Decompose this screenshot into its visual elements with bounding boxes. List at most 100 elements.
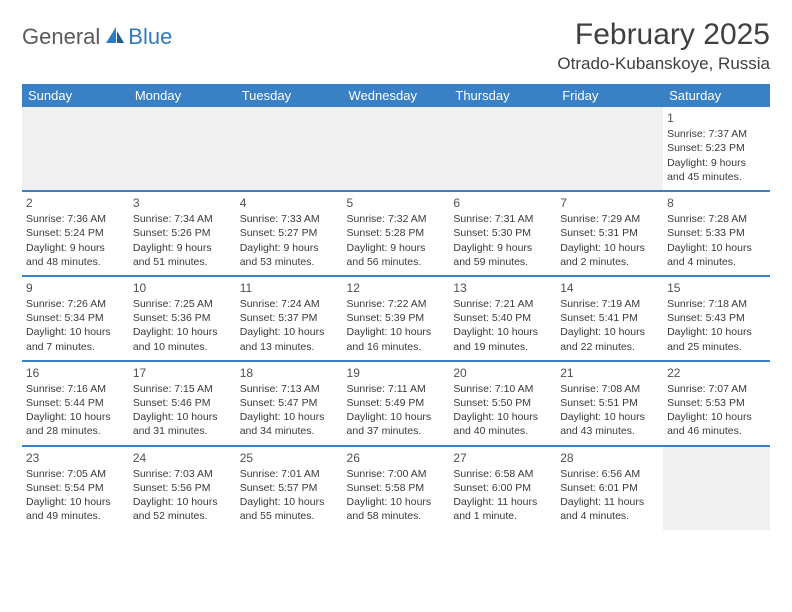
daylight-line: Daylight: 10 hours and 43 minutes. xyxy=(560,410,659,438)
day-number: 16 xyxy=(26,365,125,381)
calendar-cell: 16Sunrise: 7:16 AMSunset: 5:44 PMDayligh… xyxy=(22,361,129,446)
logo-text-blue: Blue xyxy=(128,24,172,50)
sunset-line: Sunset: 5:24 PM xyxy=(26,226,125,240)
calendar-cell: 24Sunrise: 7:03 AMSunset: 5:56 PMDayligh… xyxy=(129,446,236,530)
calendar-cell xyxy=(343,107,450,191)
logo: General Blue xyxy=(22,24,172,50)
sunset-line: Sunset: 5:47 PM xyxy=(240,396,339,410)
calendar-cell: 22Sunrise: 7:07 AMSunset: 5:53 PMDayligh… xyxy=(663,361,770,446)
sunset-line: Sunset: 5:49 PM xyxy=(347,396,446,410)
calendar-cell: 17Sunrise: 7:15 AMSunset: 5:46 PMDayligh… xyxy=(129,361,236,446)
sunset-line: Sunset: 5:58 PM xyxy=(347,481,446,495)
sunset-line: Sunset: 5:33 PM xyxy=(667,226,766,240)
daylight-line: Daylight: 9 hours and 56 minutes. xyxy=(347,241,446,269)
sunset-line: Sunset: 5:31 PM xyxy=(560,226,659,240)
calendar-table: Sunday Monday Tuesday Wednesday Thursday… xyxy=(22,84,770,530)
sunrise-line: Sunrise: 7:26 AM xyxy=(26,297,125,311)
location: Otrado-Kubanskoye, Russia xyxy=(557,54,770,74)
daylight-line: Daylight: 10 hours and 10 minutes. xyxy=(133,325,232,353)
daylight-line: Daylight: 10 hours and 46 minutes. xyxy=(667,410,766,438)
title-block: February 2025 Otrado-Kubanskoye, Russia xyxy=(557,18,770,74)
sunset-line: Sunset: 6:01 PM xyxy=(560,481,659,495)
sunrise-line: Sunrise: 7:03 AM xyxy=(133,467,232,481)
sunset-line: Sunset: 5:43 PM xyxy=(667,311,766,325)
month-title: February 2025 xyxy=(557,18,770,52)
sunrise-line: Sunrise: 6:58 AM xyxy=(453,467,552,481)
day-number: 9 xyxy=(26,280,125,296)
calendar-row: 23Sunrise: 7:05 AMSunset: 5:54 PMDayligh… xyxy=(22,446,770,530)
daylight-line: Daylight: 10 hours and 52 minutes. xyxy=(133,495,232,523)
day-number: 14 xyxy=(560,280,659,296)
day-number: 13 xyxy=(453,280,552,296)
day-number: 21 xyxy=(560,365,659,381)
sunset-line: Sunset: 5:39 PM xyxy=(347,311,446,325)
day-header-row: Sunday Monday Tuesday Wednesday Thursday… xyxy=(22,84,770,107)
sunset-line: Sunset: 5:28 PM xyxy=(347,226,446,240)
col-tuesday: Tuesday xyxy=(236,84,343,107)
sunrise-line: Sunrise: 7:05 AM xyxy=(26,467,125,481)
calendar-row: 9Sunrise: 7:26 AMSunset: 5:34 PMDaylight… xyxy=(22,276,770,361)
sunrise-line: Sunrise: 7:33 AM xyxy=(240,212,339,226)
sunrise-line: Sunrise: 7:36 AM xyxy=(26,212,125,226)
calendar-cell: 14Sunrise: 7:19 AMSunset: 5:41 PMDayligh… xyxy=(556,276,663,361)
daylight-line: Daylight: 10 hours and 37 minutes. xyxy=(347,410,446,438)
col-friday: Friday xyxy=(556,84,663,107)
calendar-cell: 13Sunrise: 7:21 AMSunset: 5:40 PMDayligh… xyxy=(449,276,556,361)
calendar-row: 1Sunrise: 7:37 AMSunset: 5:23 PMDaylight… xyxy=(22,107,770,191)
sunset-line: Sunset: 5:23 PM xyxy=(667,141,766,155)
calendar-cell xyxy=(236,107,343,191)
calendar-cell: 21Sunrise: 7:08 AMSunset: 5:51 PMDayligh… xyxy=(556,361,663,446)
calendar-cell xyxy=(556,107,663,191)
calendar-cell: 11Sunrise: 7:24 AMSunset: 5:37 PMDayligh… xyxy=(236,276,343,361)
calendar-cell: 7Sunrise: 7:29 AMSunset: 5:31 PMDaylight… xyxy=(556,191,663,276)
daylight-line: Daylight: 10 hours and 34 minutes. xyxy=(240,410,339,438)
sunrise-line: Sunrise: 7:25 AM xyxy=(133,297,232,311)
calendar-row: 16Sunrise: 7:16 AMSunset: 5:44 PM Dayligh… xyxy=(22,361,770,446)
sunrise-line: Sunrise: 7:18 AM xyxy=(667,297,766,311)
calendar-cell xyxy=(129,107,236,191)
col-sunday: Sunday xyxy=(22,84,129,107)
day-number: 10 xyxy=(133,280,232,296)
calendar-cell xyxy=(663,446,770,530)
col-thursday: Thursday xyxy=(449,84,556,107)
sunset-line: Sunset: 5:54 PM xyxy=(26,481,125,495)
sunrise-line: Sunrise: 7:31 AM xyxy=(453,212,552,226)
calendar-cell: 27Sunrise: 6:58 AMSunset: 6:00 PMDayligh… xyxy=(449,446,556,530)
day-number: 4 xyxy=(240,195,339,211)
daylight-line: Daylight: 10 hours and 4 minutes. xyxy=(667,241,766,269)
logo-text-general: General xyxy=(22,24,100,50)
calendar-cell: 9Sunrise: 7:26 AMSunset: 5:34 PMDaylight… xyxy=(22,276,129,361)
calendar-cell: 8Sunrise: 7:28 AMSunset: 5:33 PMDaylight… xyxy=(663,191,770,276)
day-number: 1 xyxy=(667,110,766,126)
sunset-line: Sunset: 5:44 PM xyxy=(26,396,125,410)
sunrise-line: Sunrise: 7:11 AM xyxy=(347,382,446,396)
calendar-cell: 4Sunrise: 7:33 AMSunset: 5:27 PMDaylight… xyxy=(236,191,343,276)
sunset-line: Sunset: 5:26 PM xyxy=(133,226,232,240)
calendar-row: 2Sunrise: 7:36 AMSunset: 5:24 PMDaylight… xyxy=(22,191,770,276)
sunrise-line: Sunrise: 7:07 AM xyxy=(667,382,766,396)
sunrise-line: Sunrise: 7:21 AM xyxy=(453,297,552,311)
sunrise-line: Sunrise: 7:08 AM xyxy=(560,382,659,396)
daylight-line: Daylight: 10 hours and 7 minutes. xyxy=(26,325,125,353)
calendar-cell: 15Sunrise: 7:18 AMSunset: 5:43 PMDayligh… xyxy=(663,276,770,361)
day-number: 19 xyxy=(347,365,446,381)
daylight-line: Daylight: 10 hours and 25 minutes. xyxy=(667,325,766,353)
daylight-line: Daylight: 9 hours and 48 minutes. xyxy=(26,241,125,269)
sunrise-line: Sunrise: 7:32 AM xyxy=(347,212,446,226)
calendar-cell: 18Sunrise: 7:13 AMSunset: 5:47 PMDayligh… xyxy=(236,361,343,446)
sunrise-line: Sunrise: 7:24 AM xyxy=(240,297,339,311)
calendar-cell xyxy=(449,107,556,191)
day-number: 15 xyxy=(667,280,766,296)
sunset-line: Sunset: 5:34 PM xyxy=(26,311,125,325)
calendar-cell: 19Sunrise: 7:11 AMSunset: 5:49 PMDayligh… xyxy=(343,361,450,446)
sunrise-line: Sunrise: 7:29 AM xyxy=(560,212,659,226)
sunrise-line: Sunrise: 7:16 AM xyxy=(26,382,125,396)
sunset-line: Sunset: 5:37 PM xyxy=(240,311,339,325)
sunset-line: Sunset: 5:27 PM xyxy=(240,226,339,240)
day-number: 24 xyxy=(133,450,232,466)
daylight-line: Daylight: 10 hours and 58 minutes. xyxy=(347,495,446,523)
sunrise-line: Sunrise: 7:28 AM xyxy=(667,212,766,226)
daylight-line: Daylight: 10 hours and 40 minutes. xyxy=(453,410,552,438)
calendar-cell: 3Sunrise: 7:34 AMSunset: 5:26 PMDaylight… xyxy=(129,191,236,276)
sunset-line: Sunset: 5:50 PM xyxy=(453,396,552,410)
